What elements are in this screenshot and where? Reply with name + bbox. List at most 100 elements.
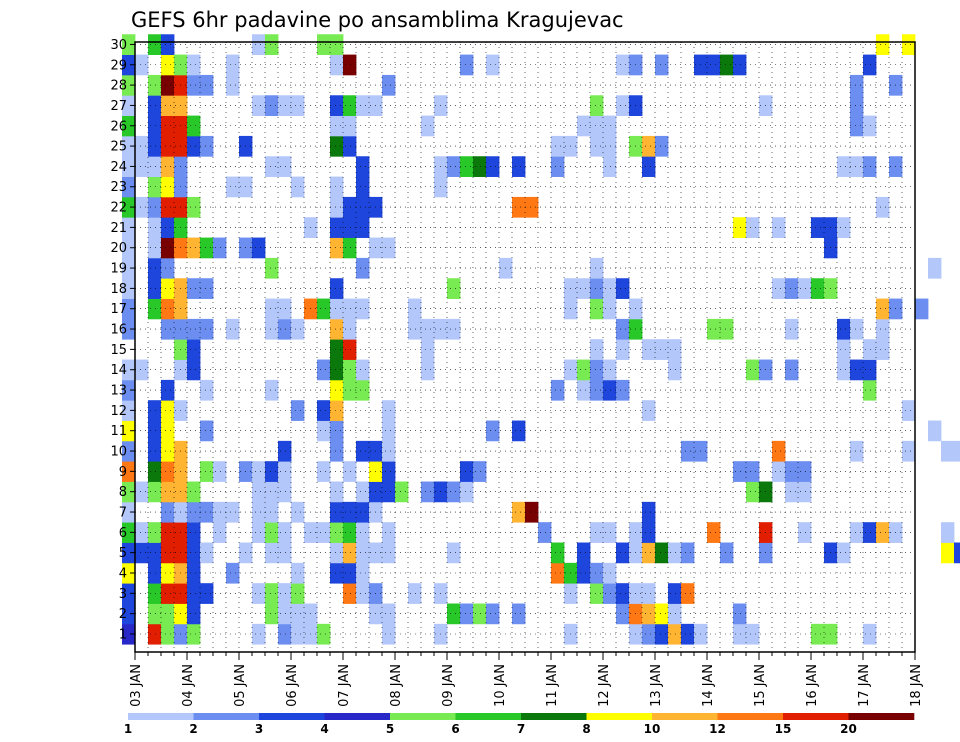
heatmap-cell xyxy=(317,359,331,381)
heatmap-cell xyxy=(863,359,877,381)
heatmap-cell xyxy=(200,135,214,157)
heatmap-cell xyxy=(330,95,344,116)
heatmap-cell xyxy=(330,440,344,462)
heatmap-cell xyxy=(486,420,500,442)
heatmap-cell xyxy=(746,481,760,503)
heatmap-cell xyxy=(135,156,149,177)
heatmap-cell xyxy=(343,562,357,584)
heatmap-cell xyxy=(954,542,960,564)
heatmap-cell xyxy=(291,318,305,340)
heatmap-cell xyxy=(733,217,747,238)
heatmap-cell xyxy=(122,135,136,157)
heatmap-cell xyxy=(343,95,357,116)
heatmap-cell xyxy=(278,461,292,482)
heatmap-cell xyxy=(733,461,747,482)
heatmap-cell xyxy=(356,583,370,604)
heatmap-cell xyxy=(200,318,214,340)
heatmap-cell xyxy=(330,217,344,238)
heatmap-cell xyxy=(356,217,370,238)
heatmap-cell xyxy=(278,583,292,604)
heatmap-cell xyxy=(330,196,344,218)
heatmap-cell xyxy=(876,298,890,320)
heatmap-cell xyxy=(265,501,279,523)
heatmap-cell xyxy=(928,420,942,442)
heatmap-cell xyxy=(577,278,591,299)
heatmap-cell xyxy=(707,54,721,76)
heatmap-cell xyxy=(343,501,357,523)
heatmap-cell xyxy=(928,257,942,279)
colorbar-segment xyxy=(193,713,260,720)
heatmap-cell xyxy=(265,379,279,401)
heatmap-cell xyxy=(551,562,565,584)
heatmap-cell xyxy=(265,583,279,604)
heatmap-cell xyxy=(122,400,136,421)
heatmap-cell xyxy=(226,74,240,96)
colorbar-segment xyxy=(717,713,784,720)
heatmap-cell xyxy=(161,237,175,259)
heatmap-cell xyxy=(395,481,409,503)
heatmap-cell xyxy=(122,176,136,198)
heatmap-cell xyxy=(265,257,279,279)
heatmap-cell xyxy=(447,542,461,564)
heatmap-cell xyxy=(252,501,266,523)
heatmap-cell xyxy=(161,115,175,137)
heatmap-cell xyxy=(226,176,240,198)
heatmap-cell xyxy=(863,54,877,76)
heatmap-cell xyxy=(876,522,890,543)
heatmap-cell xyxy=(512,196,526,218)
heatmap-cell xyxy=(603,562,617,584)
heatmap-cell xyxy=(330,542,344,564)
y-axis-ticks: 1234567891011121314151617181920212223242… xyxy=(110,38,135,643)
heatmap-cell xyxy=(733,623,747,645)
heatmap-cell xyxy=(525,196,539,218)
heatmap-cell xyxy=(161,135,175,157)
heatmap-cell xyxy=(317,34,331,55)
heatmap-cell xyxy=(278,95,292,116)
heatmap-cell xyxy=(850,74,864,96)
heatmap-cell xyxy=(850,440,864,462)
heatmap-cell xyxy=(317,623,331,645)
heatmap-cell xyxy=(330,562,344,584)
heatmap-cell xyxy=(122,278,136,299)
heatmap-cell xyxy=(356,440,370,462)
heatmap-cell xyxy=(148,237,162,259)
y-tick-label: 10 xyxy=(110,445,127,460)
y-tick-label: 7 xyxy=(119,506,127,521)
dotted-grid xyxy=(135,42,915,652)
heatmap-cell xyxy=(122,318,136,340)
heatmap-cell xyxy=(746,359,760,381)
heatmap-cell xyxy=(811,217,825,238)
heatmap-cell xyxy=(616,318,630,340)
heatmap-cell xyxy=(148,542,162,564)
colorbar-label: 1 xyxy=(124,722,132,736)
heatmap-cell xyxy=(278,522,292,543)
heatmap-cell xyxy=(148,74,162,96)
heatmap-cell xyxy=(551,379,565,401)
heatmap-cell xyxy=(317,420,331,442)
heatmap-cell xyxy=(850,522,864,543)
heatmap-cell xyxy=(707,522,721,543)
heatmap-cell xyxy=(733,603,747,625)
heatmap-cell xyxy=(330,420,344,442)
heatmap-cell xyxy=(187,359,201,381)
heatmap-cell xyxy=(343,115,357,137)
heatmap-cell xyxy=(148,135,162,157)
heatmap-cell xyxy=(590,583,604,604)
heatmap-cell xyxy=(330,298,344,320)
heatmap-cell xyxy=(746,623,760,645)
heatmap-cell xyxy=(460,54,474,76)
heatmap-cell xyxy=(616,603,630,625)
heatmap-cell xyxy=(408,583,422,604)
heatmap-cell xyxy=(356,257,370,279)
heatmap-cell xyxy=(122,237,136,259)
heatmap-cell xyxy=(382,542,396,564)
heatmap-cell xyxy=(200,501,214,523)
heatmap-cell xyxy=(252,623,266,645)
colorbar-segment xyxy=(390,713,456,720)
chart-title: GEFS 6hr padavine po ansamblima Kragujev… xyxy=(131,8,624,32)
heatmap-cell xyxy=(837,318,851,340)
heatmap-cell xyxy=(590,562,604,584)
heatmap-cell xyxy=(447,156,461,177)
colorbar-label: 3 xyxy=(255,722,263,736)
heatmap-cell xyxy=(512,156,526,177)
